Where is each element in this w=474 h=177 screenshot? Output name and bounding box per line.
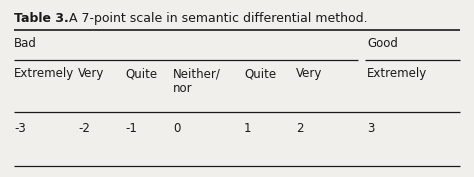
Text: -3: -3 — [14, 122, 26, 135]
Text: Quite: Quite — [126, 67, 158, 80]
Text: Extremely: Extremely — [14, 67, 74, 80]
Text: Table 3.: Table 3. — [14, 12, 69, 24]
Text: Good: Good — [367, 37, 398, 50]
Text: 0: 0 — [173, 122, 181, 135]
Text: Very: Very — [78, 67, 105, 80]
Text: Very: Very — [296, 67, 323, 80]
Text: Neither/
nor: Neither/ nor — [173, 67, 221, 95]
Text: Bad: Bad — [14, 37, 37, 50]
Text: -2: -2 — [78, 122, 90, 135]
Text: -1: -1 — [126, 122, 137, 135]
Text: Quite: Quite — [244, 67, 276, 80]
Text: 3: 3 — [367, 122, 375, 135]
Text: A 7-point scale in semantic differential method.: A 7-point scale in semantic differential… — [61, 12, 367, 24]
Text: Extremely: Extremely — [367, 67, 428, 80]
Text: 1: 1 — [244, 122, 252, 135]
Text: 2: 2 — [296, 122, 304, 135]
